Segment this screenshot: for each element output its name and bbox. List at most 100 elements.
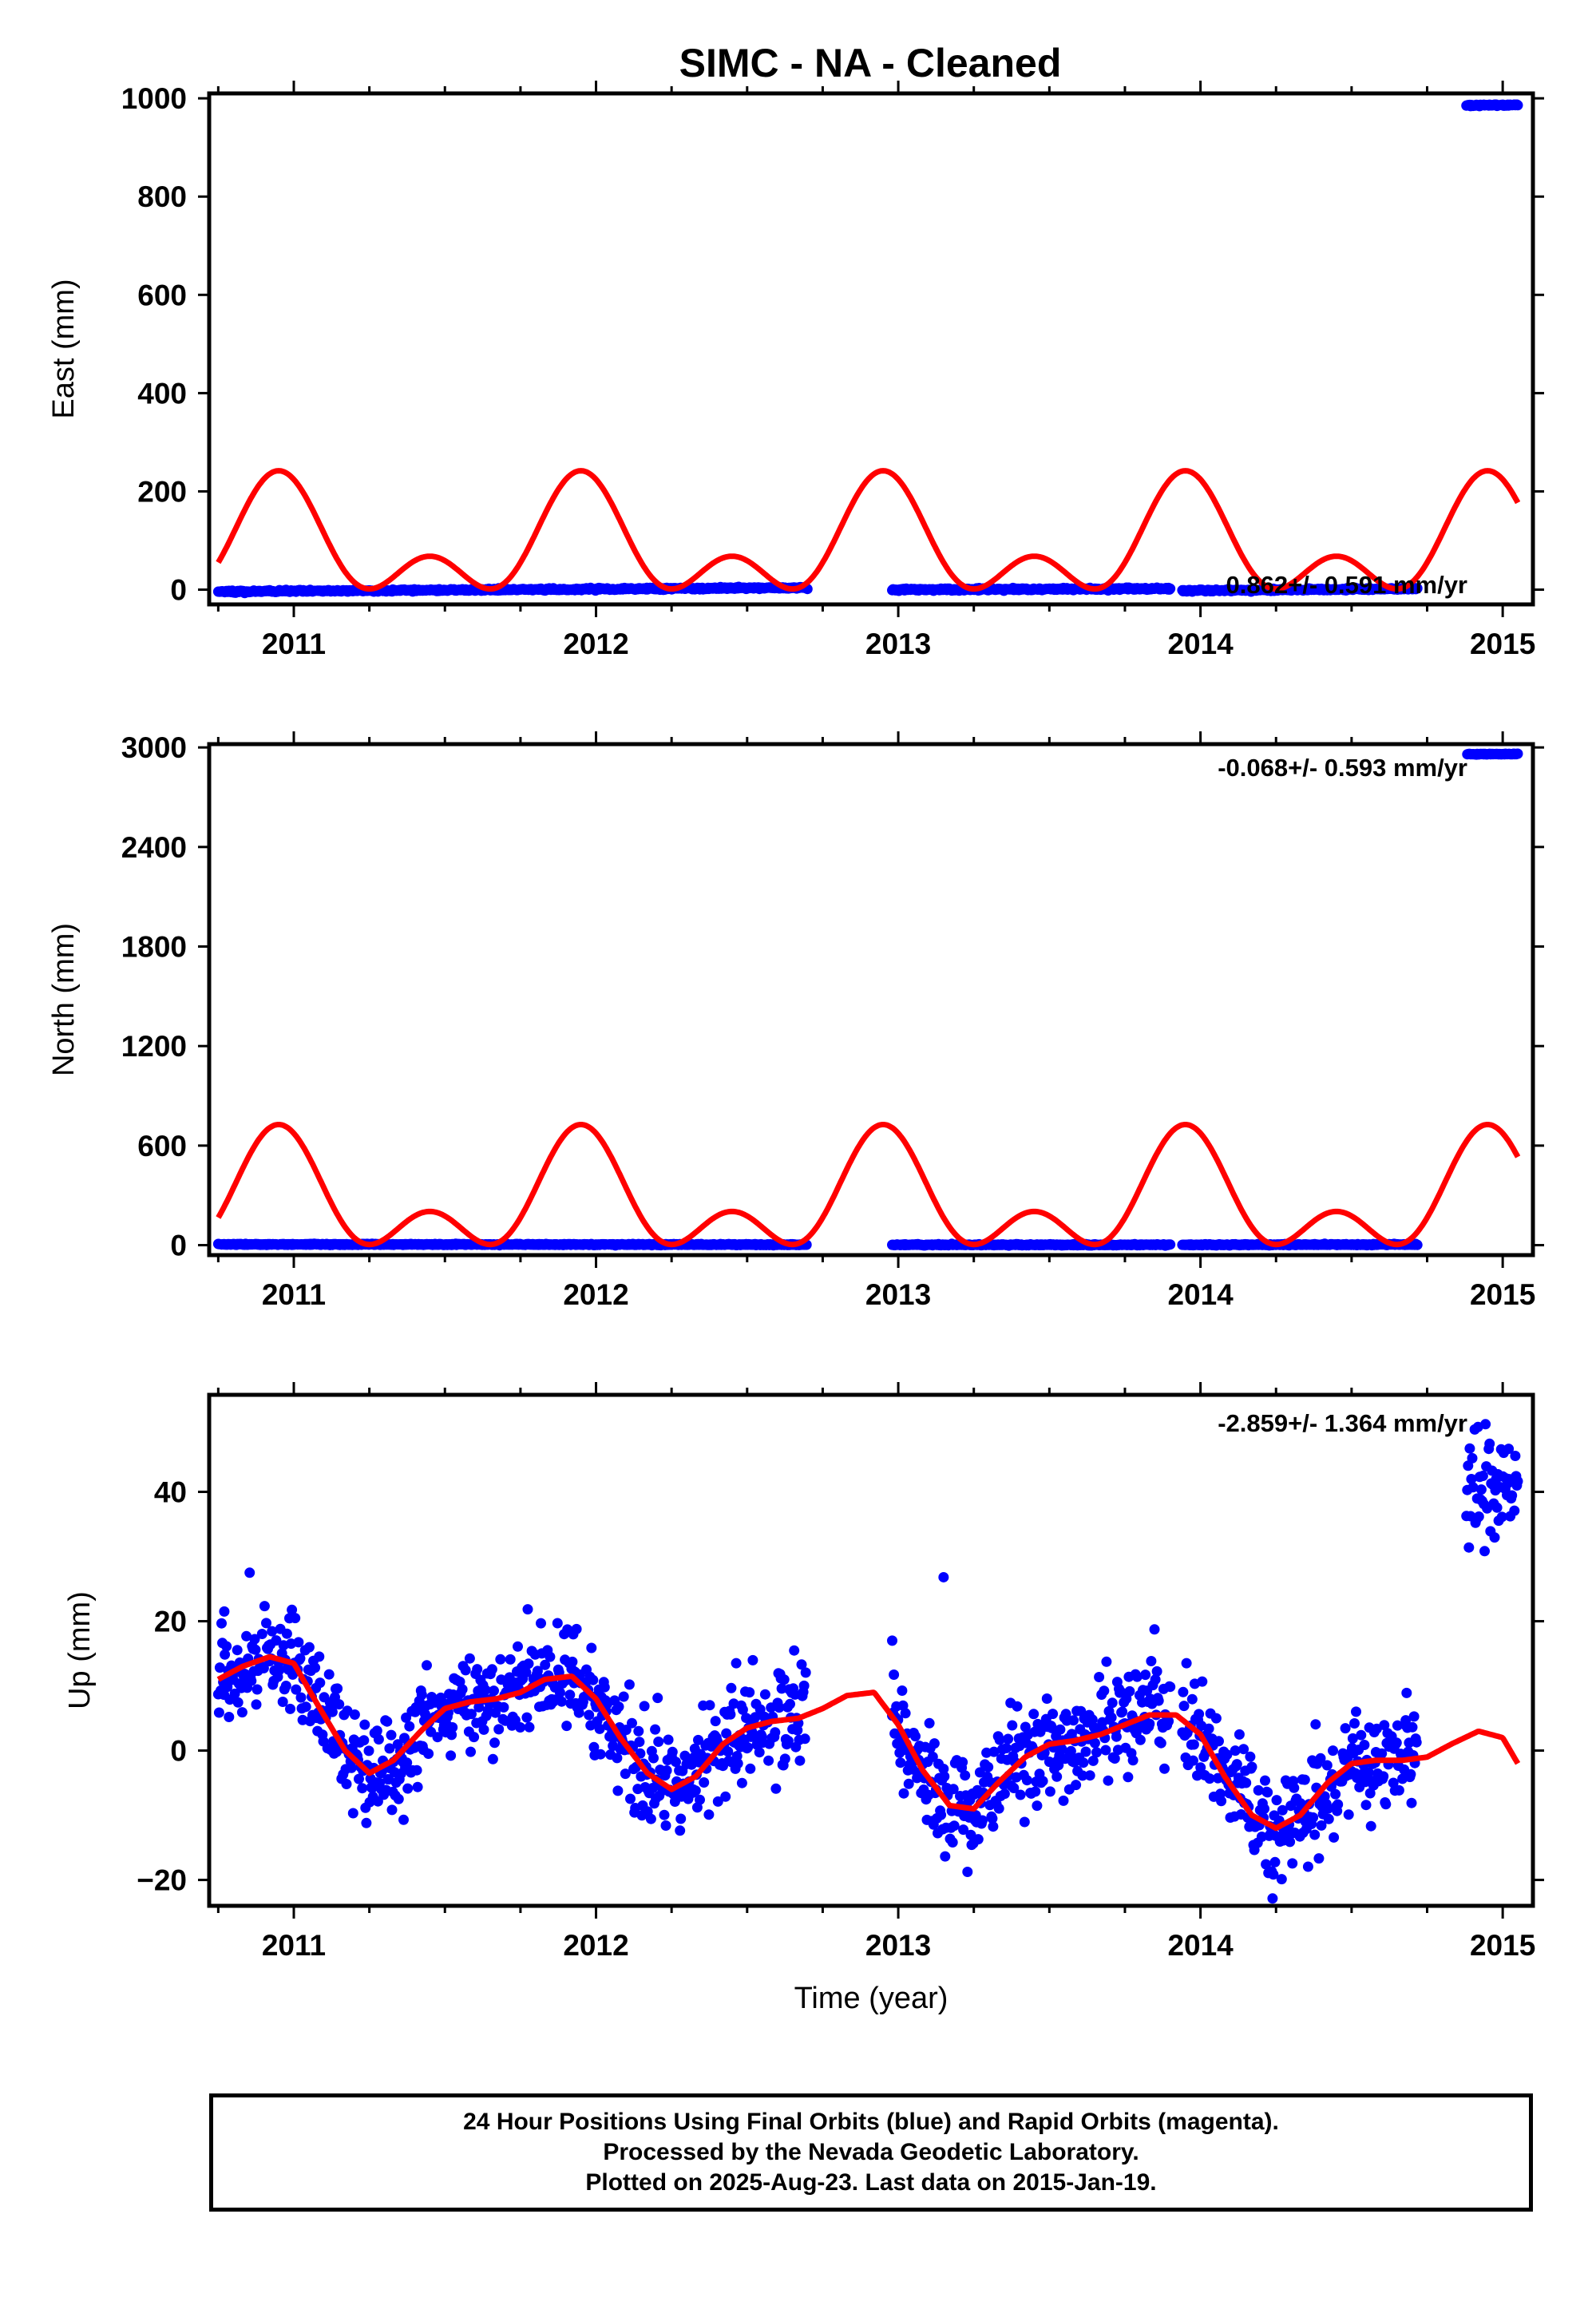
up-data-point <box>903 1778 914 1789</box>
up-data-point <box>1068 1715 1079 1726</box>
north-xtick-label: 2011 <box>262 1278 326 1311</box>
east-xtick-label: 2011 <box>262 628 326 660</box>
up-data-point <box>1019 1816 1030 1828</box>
up-data-point <box>1473 1511 1484 1522</box>
up-data-point <box>900 1708 911 1719</box>
up-data-point <box>1155 1737 1166 1749</box>
up-frame <box>207 1392 1535 1908</box>
up-data-point <box>599 1681 610 1693</box>
up-axis-label: Up (mm) <box>63 1591 97 1709</box>
up-data-point <box>386 1804 398 1816</box>
up-data-point <box>373 1734 384 1745</box>
up-data-point <box>723 1746 734 1757</box>
up-data-point <box>1391 1737 1402 1749</box>
up-data-point <box>1159 1763 1170 1774</box>
up-data-point <box>1117 1706 1128 1717</box>
up-data-point <box>960 1770 971 1781</box>
up-data-point <box>1234 1729 1245 1740</box>
up-data-point <box>281 1628 292 1639</box>
up-data-point <box>249 1634 260 1645</box>
footer-line-processed: Processed by the Nevada Geodetic Laborat… <box>603 2139 1139 2165</box>
up-data-point <box>699 1777 710 1788</box>
up-data-point <box>703 1809 715 1820</box>
up-data-point <box>489 1685 499 1697</box>
east-data-point <box>1512 100 1523 111</box>
up-data-point <box>1055 1724 1066 1735</box>
up-data-point <box>1041 1693 1052 1704</box>
east-ytick-label: 600 <box>137 279 187 311</box>
up-data-point <box>1310 1719 1321 1730</box>
up-data-point <box>1100 1745 1111 1756</box>
up-data-point <box>1241 1777 1252 1788</box>
up-data-point <box>1349 1718 1360 1729</box>
up-data-point <box>763 1755 774 1766</box>
up-data-point <box>1260 1775 1270 1786</box>
up-data-point <box>280 1681 291 1691</box>
up-data-point <box>584 1709 595 1721</box>
up-xtick-label: 2011 <box>262 1929 326 1962</box>
up-data-point <box>588 1741 600 1753</box>
up-data-point <box>958 1824 969 1836</box>
north-xtick-label: 2014 <box>1167 1278 1234 1311</box>
up-data-point <box>1330 1788 1341 1800</box>
up-data-point <box>1268 1869 1279 1880</box>
up-data-point <box>770 1727 781 1738</box>
up-data-point <box>663 1734 674 1745</box>
up-data-point <box>948 1784 959 1795</box>
up-data-point <box>1316 1820 1327 1831</box>
up-data-point <box>785 1698 795 1709</box>
up-data-point <box>1363 1767 1374 1778</box>
up-data-point <box>271 1635 282 1646</box>
up-data-point <box>650 1724 661 1735</box>
north-model-line <box>216 1122 1521 1248</box>
up-data-point <box>939 1771 950 1782</box>
up-data-point <box>1008 1783 1020 1793</box>
up-data-point <box>1087 1755 1099 1766</box>
up-data-point <box>1213 1772 1223 1784</box>
up-data-point <box>743 1742 754 1753</box>
up-data-point <box>1028 1709 1040 1720</box>
up-data-point <box>796 1659 807 1670</box>
up-data-point <box>1329 1832 1340 1843</box>
up-data-point <box>1379 1720 1390 1731</box>
up-data-point <box>251 1684 263 1695</box>
up-data-point <box>1151 1665 1162 1677</box>
north-xtick-label: 2013 <box>865 1278 931 1311</box>
up-data-point <box>1475 1484 1487 1495</box>
up-data-point <box>794 1755 806 1766</box>
up-data-point <box>521 1667 532 1678</box>
up-data-point <box>732 1758 743 1769</box>
up-data-point <box>634 1737 645 1748</box>
up-data-point <box>645 1813 656 1824</box>
up-data-point <box>540 1659 551 1670</box>
up-data-point <box>972 1834 984 1845</box>
up-data-point <box>1484 1438 1495 1449</box>
up-data-point <box>625 1793 636 1804</box>
up-data-point <box>653 1737 664 1747</box>
up-data-point <box>1178 1701 1190 1712</box>
up-data-point <box>595 1749 606 1760</box>
up-data-point <box>1313 1853 1325 1864</box>
up-data-point <box>1091 1747 1102 1758</box>
up-data-point <box>398 1814 409 1825</box>
up-data-point <box>277 1697 288 1707</box>
east-axis-label: East (mm) <box>47 279 81 418</box>
up-data-point <box>1261 1859 1272 1870</box>
up-data-point <box>1127 1755 1139 1766</box>
up-data-point <box>250 1644 261 1655</box>
east-panel: 2011 2012 2013 2014 2015 0 200 400 600 800 1000 Eas… <box>47 81 1544 660</box>
footer-line-orbits: 24 Hour Positions Using Final Orbits (bl… <box>463 2109 1279 2135</box>
up-data-point <box>1309 1829 1321 1840</box>
up-data-point <box>947 1837 958 1848</box>
up-data-point <box>513 1641 523 1652</box>
up-data-point <box>938 1571 949 1582</box>
up-data-point <box>988 1746 1000 1757</box>
up-data-point <box>327 1706 338 1717</box>
up-data-point <box>694 1757 704 1768</box>
up-data-point <box>1003 1733 1014 1745</box>
up-data-point <box>659 1809 670 1820</box>
up-data-point <box>1012 1701 1023 1712</box>
up-data-point <box>521 1712 533 1723</box>
up-data-point <box>287 1604 298 1615</box>
